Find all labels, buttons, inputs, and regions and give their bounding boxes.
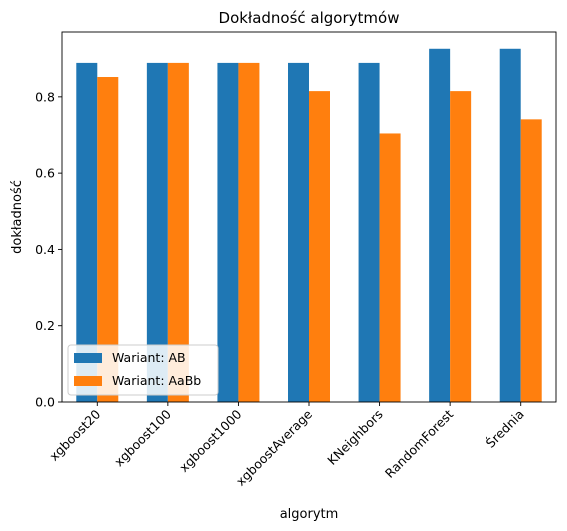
legend-frame [67, 344, 219, 396]
bar-wariant-aabb-kneighbors [379, 133, 401, 402]
y-tick-label: 0.0 [35, 395, 55, 410]
x-tick-label-kneighbors: KNeighbors [324, 407, 385, 468]
bar-wariant-aabb-xgboostaverage [309, 91, 330, 403]
x-tick-label-xgboost1000: xgboost1000 [176, 406, 244, 474]
legend-swatch-wariant-aabb [74, 376, 102, 386]
x-axis: xgboost20 xgboost100 xgboost1000xgboostAve… [46, 402, 527, 489]
bar-wariant-aabb-srednia [520, 119, 542, 402]
bar-wariant-aabb-randomforest [450, 91, 472, 403]
bar-wariant-ab-xgboostaverage [288, 62, 309, 403]
x-axis-label: algorytm [280, 507, 339, 522]
y-tick-label: 0.2 [35, 318, 55, 333]
bar-wariant-aabb-xgboost1000 [238, 62, 260, 403]
x-tick-label-srednia: Średnia [483, 407, 527, 451]
legend: Wariant: AB Wariant: AaBb [67, 344, 219, 396]
y-axis-label: dokładność [10, 180, 25, 254]
bar-wariant-ab-xgboost20 [76, 62, 98, 403]
legend-label-wariant-ab: Wariant: AB [112, 350, 186, 365]
bar-wariant-ab-srednia [499, 48, 521, 402]
y-axis: 0.0 0.2 0.4 0.6 0.8 [35, 89, 62, 410]
legend-label-wariant-aabb: Wariant: AaBb [112, 373, 201, 388]
legend-swatch-wariant-ab [74, 353, 102, 363]
x-tick-label-xgboost100: xgboost100 [111, 406, 174, 469]
bar-wariant-ab-xgboost1000 [217, 62, 239, 403]
plot-frame [61, 31, 557, 403]
x-tick-label-xgboost20: xgboost20 [46, 406, 103, 463]
bars-group [76, 48, 542, 403]
bar-wariant-aabb-xgboost100 [167, 62, 189, 403]
bar-wariant-ab-xgboost100 [146, 62, 168, 403]
y-tick-label: 0.4 [35, 242, 55, 257]
bar-wariant-ab-randomforest [429, 48, 451, 402]
bar-wariant-aabb-xgboost20 [97, 77, 119, 402]
y-tick-label: 0.6 [35, 166, 55, 181]
x-tick-label-randomforest: RandomForest [382, 406, 456, 480]
y-tick-label: 0.8 [35, 89, 55, 104]
chart-title: Dokładność algorytmów [219, 9, 400, 27]
x-tick-label-xgboostaverage: xgboostAverage [233, 406, 315, 488]
bar-wariant-ab-kneighbors [358, 62, 380, 403]
